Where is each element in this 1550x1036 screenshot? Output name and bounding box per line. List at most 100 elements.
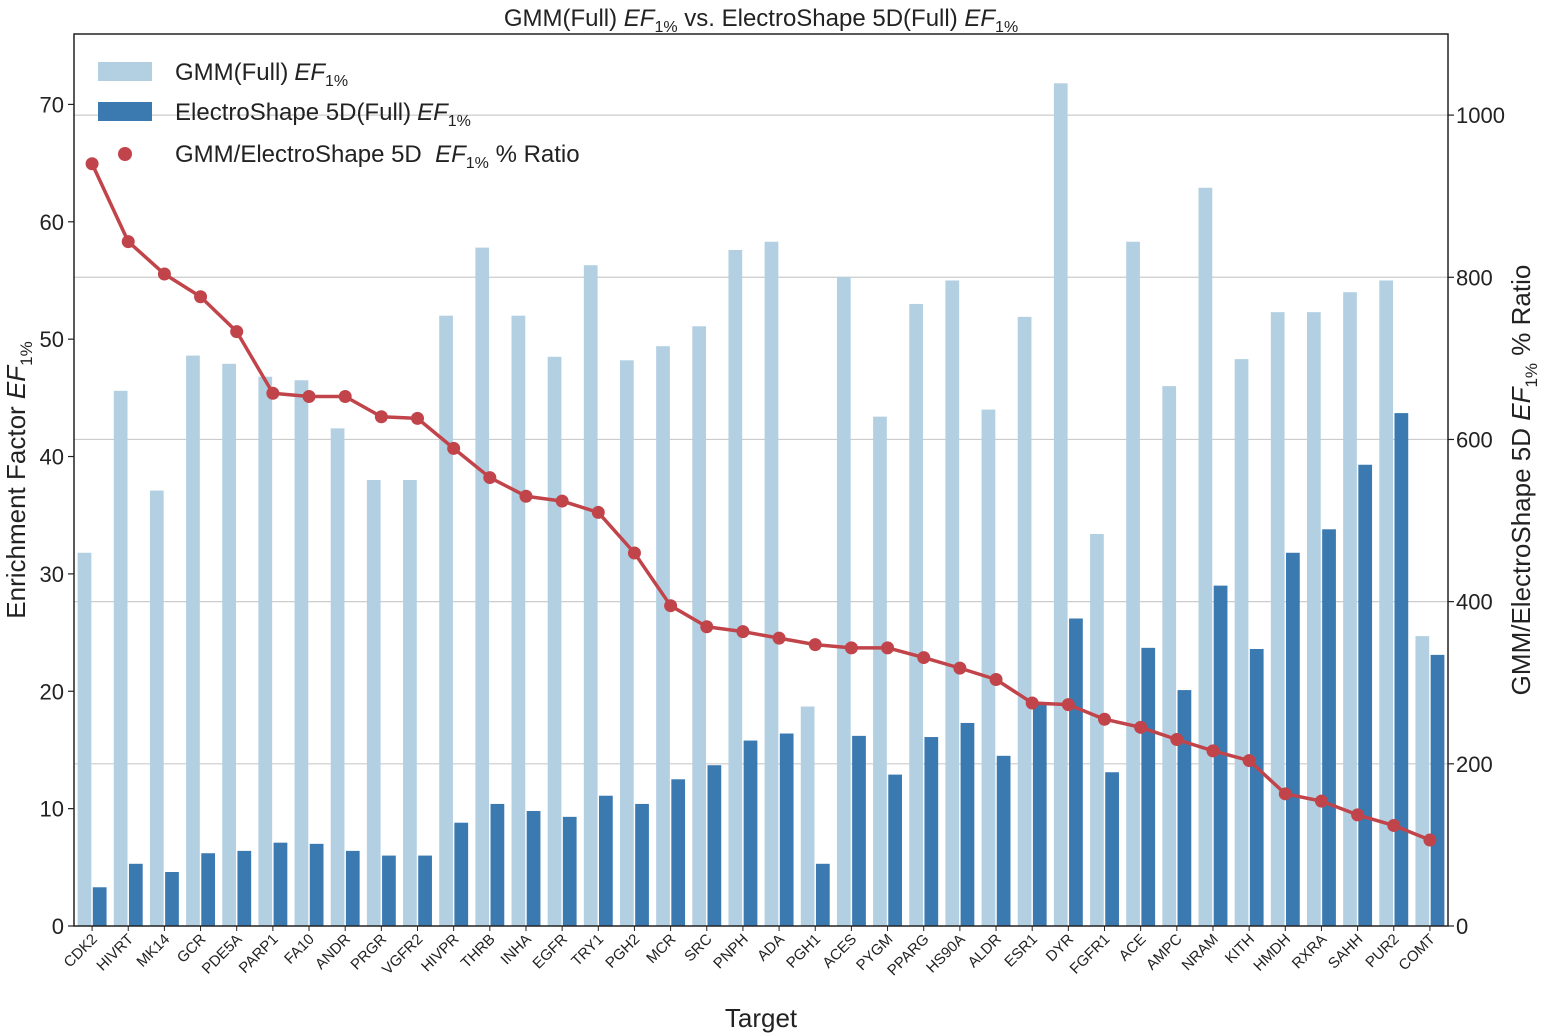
ratio-point-aces [844, 641, 858, 655]
bar-gmm-ace [1126, 241, 1140, 926]
ratio-point-rxra [1314, 794, 1328, 808]
bar-gmm-nram [1198, 187, 1213, 926]
ratio-point-egfr [555, 494, 569, 508]
ratio-point-esr1 [1025, 696, 1039, 710]
bar-electroshape-try1 [599, 795, 613, 926]
bar-electroshape-aldr [996, 755, 1011, 926]
ratio-point-ada [772, 631, 786, 645]
bar-electroshape-hmdh [1286, 552, 1300, 926]
bar-electroshape-egfr [562, 816, 577, 926]
bar-gmm-pgh1 [800, 706, 815, 926]
bar-gmm-pgh2 [619, 360, 634, 927]
y-tick-label: 0 [52, 914, 64, 939]
bar-gmm-vgfr2 [403, 480, 417, 926]
bar-electroshape-andr [345, 850, 360, 926]
bar-electroshape-rxra [1322, 529, 1336, 926]
bar-gmm-hs90a [945, 280, 960, 926]
bar-electroshape-comt [1430, 654, 1445, 926]
bar-electroshape-fa10 [309, 843, 324, 926]
plot-frame [73, 33, 1449, 927]
bar-electroshape-cdk2 [92, 887, 107, 926]
ratio-point-cdk2 [85, 157, 99, 171]
y-tick-label: 20 [40, 679, 64, 704]
ratio-point-mcr [664, 599, 678, 613]
bar-electroshape-kith [1249, 649, 1264, 926]
ratio-point-thrb [483, 471, 497, 485]
bar-electroshape-thrb [490, 803, 505, 926]
bar-gmm-parp1 [258, 376, 273, 926]
bar-electroshape-pnph [743, 740, 758, 926]
bar-electroshape-pur2 [1394, 413, 1409, 927]
ratio-point-prgr [374, 410, 388, 424]
bar-electroshape-esr1 [1032, 703, 1047, 926]
ratio-point-ace [1134, 720, 1148, 734]
y-tick-label: 50 [40, 327, 64, 352]
bar-electroshape-sahh [1358, 464, 1373, 926]
bar-gmm-andr [330, 428, 345, 926]
ratio-point-mk14 [157, 267, 171, 281]
ratio-point-aldr [989, 672, 1003, 686]
x-axis-label: Target [725, 1003, 798, 1033]
y2-tick-label: 0 [1456, 914, 1468, 939]
legend-label-gmm: GMM(Full) EF1% [175, 59, 348, 90]
bar-electroshape-parp1 [273, 842, 288, 926]
bar-gmm-src [692, 326, 707, 926]
right-axis-ticks: 0 200 400 600 800 1000 [1448, 103, 1505, 939]
ratio-point-fgfr1 [1098, 712, 1111, 726]
bar-electroshape-ampc [1177, 690, 1192, 926]
ratio-point-fa10 [302, 389, 316, 403]
bar-gmm-kith [1234, 359, 1249, 926]
bar-electroshape-mk14 [165, 872, 179, 926]
bar-gmm-fa10 [294, 380, 309, 927]
y2-tick-label: 800 [1456, 265, 1493, 290]
y-tick-label: 40 [40, 445, 64, 470]
y-tick-label: 70 [40, 92, 64, 117]
ratio-point-try1 [591, 505, 605, 519]
ratio-points [85, 157, 1437, 847]
bar-electroshape-hs90a [960, 722, 975, 926]
bar-electroshape-inha [526, 810, 541, 926]
y2-tick-label: 400 [1456, 590, 1493, 615]
bar-gmm-prgr [366, 480, 381, 926]
bar-gmm-egfr [547, 356, 562, 926]
ratio-point-inha [519, 489, 533, 503]
y2-tick-label: 600 [1456, 427, 1493, 452]
legend-label-ratio: GMM/ElectroShape 5D EF1% % Ratio [175, 141, 580, 172]
bar-electroshape-mcr [671, 779, 686, 926]
legend-marker-ratio [118, 147, 132, 161]
bar-gmm-rxra [1306, 312, 1321, 926]
bar-gmm-pnph [728, 249, 743, 927]
bars [77, 83, 1445, 927]
bar-electroshape-pgh2 [635, 803, 649, 926]
ratio-point-comt [1423, 833, 1437, 847]
bar-gmm-aldr [981, 409, 996, 926]
ratio-point-hmdh [1278, 787, 1292, 801]
bar-gmm-try1 [583, 265, 598, 926]
bar-gmm-pde5a [222, 363, 236, 926]
bar-gmm-gcr [186, 355, 200, 926]
legend-label-electroshape: ElectroShape 5D(Full) EF1% [175, 99, 471, 130]
ratio-point-parp1 [266, 386, 280, 400]
bar-gmm-pur2 [1379, 280, 1394, 926]
ratio-point-hivpr [447, 441, 461, 455]
y-axis-label: Enrichment Factor EF1% [1, 341, 36, 618]
bar-gmm-hivrt [113, 390, 128, 926]
bar-electroshape-pde5a [237, 850, 252, 926]
bar-electroshape-nram [1213, 585, 1228, 926]
ratio-point-ampc [1170, 732, 1184, 746]
y-tick-label: 60 [40, 210, 64, 235]
y2-tick-label: 200 [1456, 752, 1493, 777]
bar-electroshape-pygm [888, 774, 903, 926]
ratio-point-pur2 [1387, 818, 1401, 832]
bar-gmm-dyr [1053, 83, 1068, 926]
bar-gmm-ada [764, 241, 779, 926]
ratio-point-pgh1 [808, 638, 822, 652]
bar-gmm-fgfr1 [1090, 533, 1104, 926]
ratio-point-sahh [1351, 808, 1365, 822]
ratio-point-pgh2 [627, 546, 641, 560]
bar-gmm-pygm [873, 416, 887, 926]
ratio-point-dyr [1061, 698, 1075, 712]
legend-swatch-electroshape [98, 102, 152, 121]
bar-gmm-thrb [475, 247, 490, 926]
